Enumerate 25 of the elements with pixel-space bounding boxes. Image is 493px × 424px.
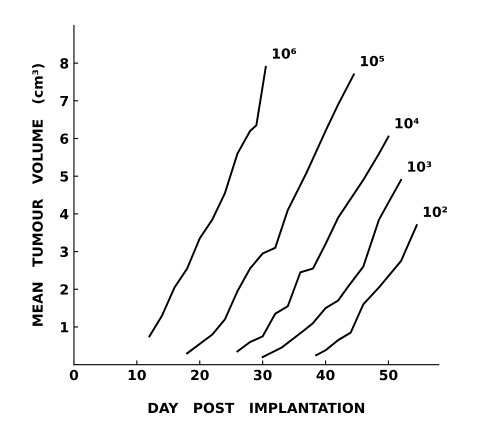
line-series — [315, 224, 418, 356]
y-tick-label: 6 — [60, 133, 68, 144]
y-tick-label: 1 — [60, 322, 68, 332]
series-label: 10⁴ — [396, 118, 419, 128]
line-series — [236, 136, 390, 352]
y-tick-label: 5 — [60, 171, 68, 182]
y-axis-title: MEAN TUMOUR VOLUME (cm³) — [32, 64, 44, 326]
x-tick-label: 30 — [254, 370, 272, 380]
y-tick-label: 2 — [60, 284, 68, 295]
y-tick-label: 3 — [60, 246, 68, 258]
line-series — [148, 66, 267, 338]
y-tick-label: 8 — [60, 58, 68, 69]
y-tick-label: 4 — [60, 209, 68, 220]
x-axis-title: DAY POST IMPLANTATION — [148, 402, 364, 414]
series-label: 10⁵ — [360, 56, 384, 66]
x-tick-label: 10 — [128, 370, 146, 380]
x-tick-label: 20 — [191, 370, 209, 380]
y-tick-label: 7 — [60, 96, 68, 106]
x-tick-label: 40 — [316, 370, 335, 380]
line-series — [186, 73, 355, 354]
x-tick-label: 0 — [70, 370, 78, 380]
x-tick-label: 50 — [380, 370, 398, 380]
series-label: 10⁶ — [272, 48, 296, 59]
series-label: 10² — [424, 206, 447, 218]
series-label: 10³ — [408, 161, 432, 172]
